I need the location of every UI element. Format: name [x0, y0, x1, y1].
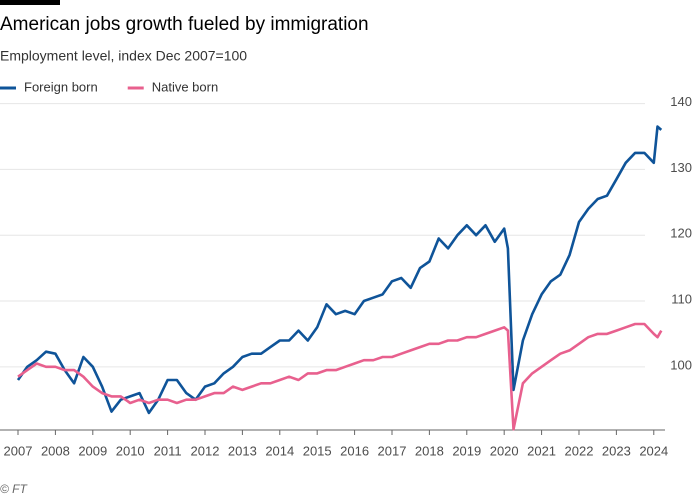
y-tick-label: 110 [671, 291, 692, 306]
y-tick-label: 100 [670, 357, 692, 372]
x-tick-label: 2009 [78, 443, 107, 458]
brand-bar [0, 0, 60, 5]
y-tick-label: 130 [670, 160, 692, 175]
line-series [17, 322, 663, 431]
y-tick-label: 140 [670, 94, 692, 109]
x-tick-label: 2008 [41, 443, 70, 458]
x-tick-label: 2016 [340, 443, 369, 458]
line-series [16, 125, 663, 415]
y-tick-label: 120 [670, 226, 692, 241]
x-tick-label: 2017 [378, 443, 407, 458]
x-tick-label: 2007 [4, 443, 33, 458]
chart-subtitle: Employment level, index Dec 2007=100 [0, 48, 247, 64]
x-tick-label: 2011 [154, 443, 182, 458]
x-tick-label: 2022 [565, 443, 594, 458]
x-tick-label: 2019 [452, 443, 481, 458]
x-tick-label: 2021 [527, 443, 556, 458]
source: © FT [0, 482, 29, 496]
x-tick-label: 2014 [265, 443, 294, 458]
x-tick-label: 2012 [191, 443, 220, 458]
x-tick-label: 2018 [415, 443, 444, 458]
x-tick-label: 2024 [639, 443, 668, 458]
legend-label: Foreign born [24, 79, 98, 94]
x-tick-label: 2013 [228, 443, 257, 458]
x-tick-label: 2020 [490, 443, 519, 458]
x-tick-label: 2023 [602, 443, 631, 458]
chart-title: American jobs growth fueled by immigrati… [0, 14, 369, 35]
x-tick-label: 2010 [116, 443, 145, 458]
legend-label: Native born [152, 79, 218, 94]
x-tick-label: 2015 [303, 443, 332, 458]
